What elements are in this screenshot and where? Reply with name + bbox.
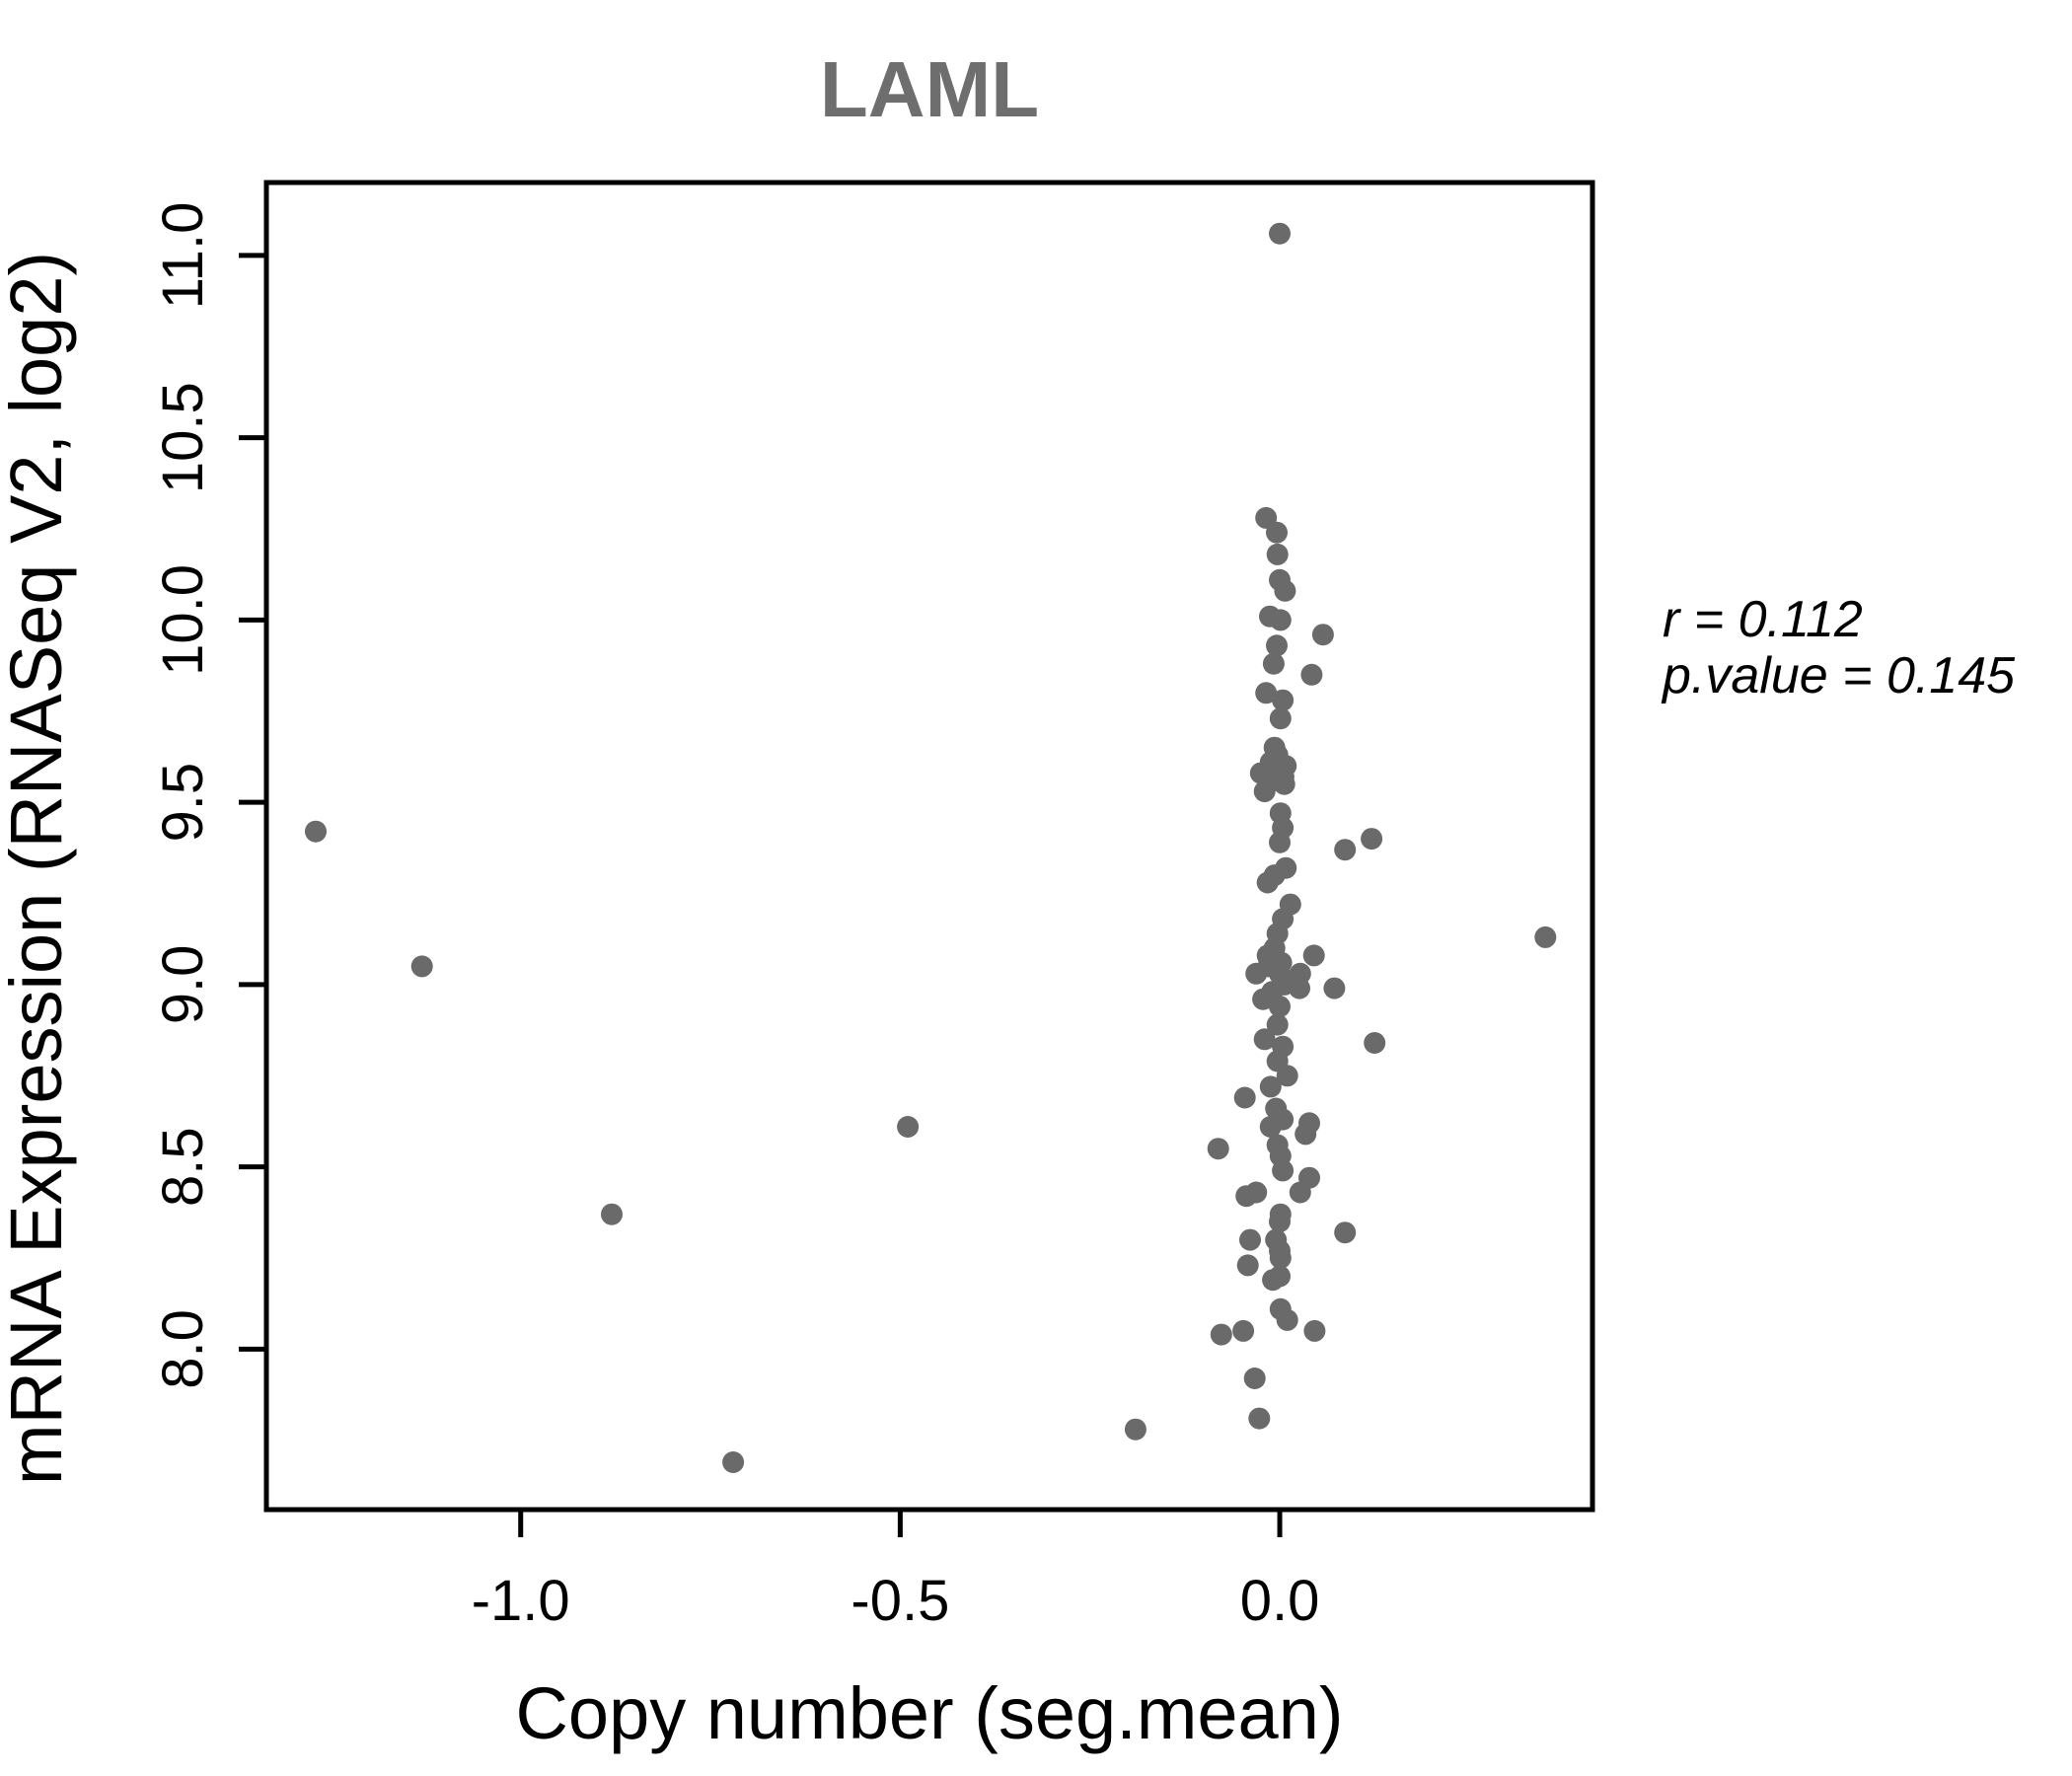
scatter-point [1269, 1211, 1291, 1233]
scatter-point [1269, 707, 1292, 730]
scatter-point [1273, 773, 1295, 795]
scatter-point [1233, 1086, 1256, 1109]
y-tick-label: 10.0 [151, 564, 215, 676]
scatter-point [1207, 1138, 1229, 1160]
scatter-point [1269, 996, 1291, 1018]
scatter-point [305, 820, 327, 843]
y-tick-label: 11.0 [151, 202, 215, 310]
y-tick-label: 9.5 [151, 763, 215, 843]
y-tick-label: 10.5 [151, 382, 215, 493]
scatter-point [410, 955, 433, 978]
scatter-point [1272, 1159, 1295, 1182]
scatter-point [1269, 831, 1291, 853]
scatter-point [1236, 1254, 1259, 1277]
scatter-point [1266, 1013, 1289, 1036]
y-tick-label: 8.5 [151, 1127, 215, 1207]
scatter-point [1272, 689, 1295, 711]
scatter-point [1256, 871, 1279, 894]
chart-title: LAML [820, 45, 1039, 133]
scatter-point [1266, 543, 1289, 565]
scatter-point [1252, 988, 1275, 1010]
scatter-point [1243, 1368, 1266, 1389]
scatter-point [1262, 652, 1285, 675]
scatter-point [1266, 521, 1288, 544]
x-axis-title: Copy number (seg.mean) [515, 1672, 1343, 1754]
scatter-point [1289, 977, 1310, 999]
scatter-point [1259, 1116, 1282, 1138]
scatter-point [1534, 925, 1557, 948]
scatter-point [1311, 624, 1334, 646]
scatter-point [1269, 1247, 1292, 1269]
x-tick-label: -0.5 [851, 1569, 949, 1633]
scatter-point [1269, 609, 1292, 631]
scatter-point [1262, 1269, 1285, 1292]
scatter-point [1300, 663, 1323, 686]
plot-box [263, 180, 1595, 1513]
scatter-point [1302, 944, 1325, 967]
scatter-point [1259, 1075, 1282, 1098]
scatter-point [1253, 780, 1276, 803]
scatter-point [1235, 1185, 1258, 1208]
scatter-point [1334, 839, 1357, 861]
scatter-point [1245, 962, 1268, 985]
scatter-point [1364, 1032, 1386, 1054]
scatter-point [1248, 1407, 1271, 1430]
plot-axes: -1.0 -0.5 0.0 8.0 8.5 9.0 9.5 10.0 10.5 11.0 [151, 180, 1595, 1633]
data-points [305, 222, 1557, 1473]
scatter-point [1239, 1228, 1261, 1251]
scatter-point [722, 1451, 745, 1473]
scatter-point [1276, 1065, 1298, 1087]
scatter-point [1253, 1028, 1276, 1051]
scatter-point [1232, 1319, 1255, 1342]
scatter-point [1269, 222, 1291, 245]
scatter-point [1274, 579, 1296, 602]
scatter-point [1303, 1319, 1326, 1342]
scatter-point [1323, 977, 1346, 999]
scatter-point [1289, 1181, 1311, 1204]
scatter-point [1255, 682, 1278, 704]
annotation-p-value: p.value = 0.145 [1661, 647, 2016, 704]
annotation-r: r = 0.112 [1663, 591, 1863, 648]
scatter-point [1266, 634, 1288, 657]
scatter-point [1276, 1308, 1298, 1331]
scatter-point [897, 1116, 920, 1138]
x-tick-label: -1.0 [472, 1569, 570, 1633]
scatter-point [1361, 828, 1383, 851]
scatter-point [1334, 1221, 1357, 1244]
scatter-point [1295, 1123, 1317, 1146]
y-axis-title: mRNA Expression (RNASeq V2, log2) [0, 252, 77, 1485]
x-tick-label: 0.0 [1240, 1569, 1320, 1633]
scatter-point [1124, 1418, 1147, 1441]
scatter-point [601, 1203, 623, 1225]
y-tick-label: 8.0 [151, 1309, 215, 1389]
scatter-point [1210, 1323, 1232, 1346]
y-tick-label: 9.0 [151, 945, 215, 1025]
